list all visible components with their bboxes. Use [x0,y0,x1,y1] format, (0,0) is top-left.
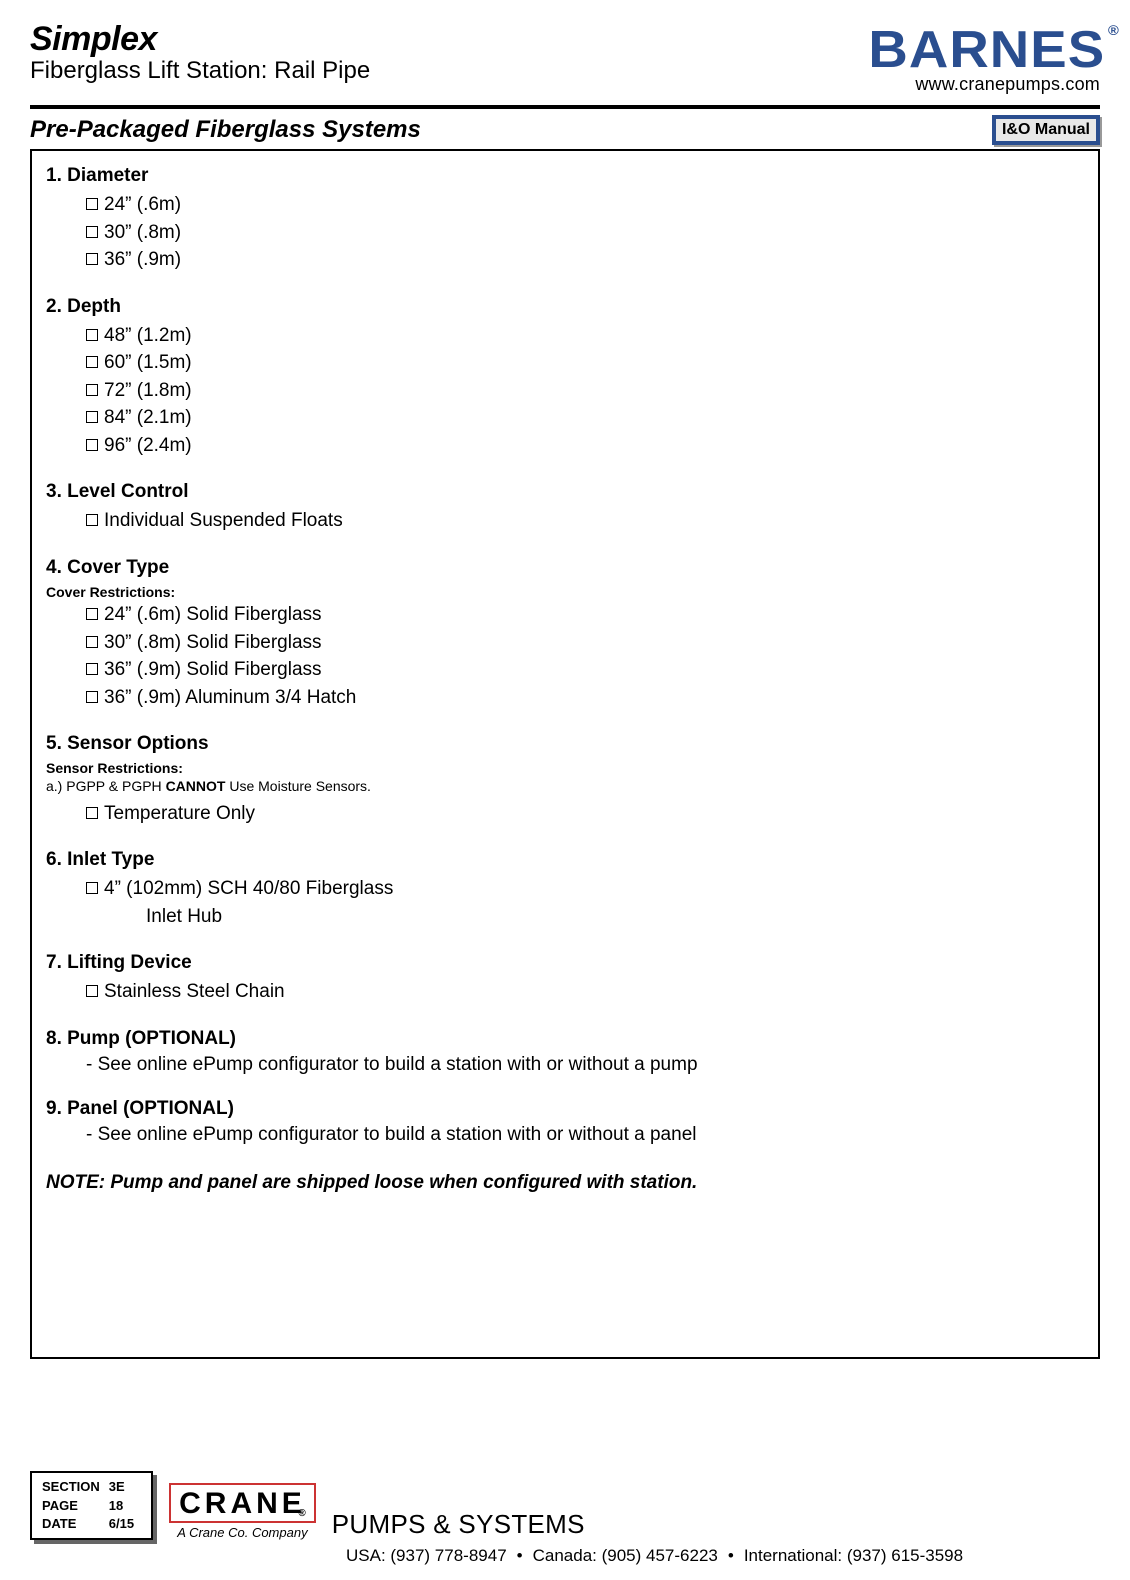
checkbox-icon[interactable] [86,807,98,819]
contact-info: USA: (937) 778-8947•Canada: (905) 457-62… [346,1546,1110,1566]
pumps-systems-label: PUMPS & SYSTEMS [332,1509,585,1540]
spec-heading-level: 3. Level Control [46,481,1082,503]
checkbox-icon[interactable] [86,253,98,265]
spec-option: 24” (.6m) Solid Fiberglass [86,601,1082,629]
checkbox-icon[interactable] [86,691,98,703]
checkbox-icon[interactable] [86,384,98,396]
spec-heading-panel: 9. Panel (OPTIONAL) [46,1098,1082,1120]
checkbox-icon[interactable] [86,198,98,210]
product-title: Simplex [30,20,370,59]
checkbox-icon[interactable] [86,439,98,451]
pump-note: - See online ePump configurator to build… [46,1054,1082,1076]
checkbox-icon[interactable] [86,329,98,341]
checkbox-icon[interactable] [86,608,98,620]
spec-option: Stainless Steel Chain [86,978,1082,1006]
spec-option: 72” (1.8m) [86,377,1082,405]
spec-option: 84” (2.1m) [86,404,1082,432]
checkbox-icon[interactable] [86,882,98,894]
final-note: NOTE: Pump and panel are shipped loose w… [46,1172,1082,1194]
checkbox-icon[interactable] [86,985,98,997]
spec-option: 60” (1.5m) [86,349,1082,377]
spec-option: 30” (.8m) [86,219,1082,247]
page-header: Simplex Fiberglass Lift Station: Rail Pi… [30,20,1100,95]
registered-icon: ® [298,1508,309,1519]
registered-icon: ® [1108,22,1120,38]
sensor-note: a.) PGPP & PGPH CANNOT Use Moisture Sens… [46,777,1082,795]
checkbox-icon[interactable] [86,356,98,368]
checkbox-icon[interactable] [86,411,98,423]
section-page-date-box: SECTION3E PAGE18 DATE6/15 [30,1471,153,1540]
checkbox-icon[interactable] [86,636,98,648]
page-footer: SECTION3E PAGE18 DATE6/15 CRANE® A Crane… [30,1471,1110,1566]
io-manual-button[interactable]: I&O Manual [992,115,1100,145]
spec-heading-sensor: 5. Sensor Options [46,733,1082,755]
spec-heading-pump: 8. Pump (OPTIONAL) [46,1028,1082,1050]
spec-heading-lift: 7. Lifting Device [46,952,1082,974]
spec-option: Individual Suspended Floats [86,507,1082,535]
spec-option: 36” (.9m) Aluminum 3/4 Hatch [86,684,1082,712]
brand-logo: BARNES® [869,20,1106,80]
cover-restrictions-label: Cover Restrictions: [46,583,1082,601]
spec-option: 36” (.9m) Solid Fiberglass [86,656,1082,684]
spec-option: Temperature Only [86,800,1082,828]
spec-option-cont: Inlet Hub [86,903,1082,931]
section-title: Pre-Packaged Fiberglass Systems [30,116,421,144]
spec-option: 36” (.9m) [86,246,1082,274]
spec-heading-diameter: 1. Diameter [46,165,1082,187]
divider [30,105,1100,109]
spec-heading-inlet: 6. Inlet Type [46,849,1082,871]
spec-heading-depth: 2. Depth [46,296,1082,318]
product-subtitle: Fiberglass Lift Station: Rail Pipe [30,57,370,85]
spec-option: 48” (1.2m) [86,322,1082,350]
spec-option: 30” (.8m) Solid Fiberglass [86,629,1082,657]
checkbox-icon[interactable] [86,663,98,675]
sensor-restrictions-label: Sensor Restrictions: [46,759,1082,777]
spec-heading-cover: 4. Cover Type [46,557,1082,579]
spec-option: 24” (.6m) [86,191,1082,219]
checkbox-icon[interactable] [86,226,98,238]
crane-logo: CRANE® [169,1483,316,1523]
spec-box: 1. Diameter 24” (.6m)30” (.8m) 36” (.9m) … [30,149,1100,1359]
checkbox-icon[interactable] [86,514,98,526]
crane-tagline: A Crane Co. Company [169,1525,316,1540]
spec-option: 4” (102mm) SCH 40/80 Fiberglass [86,875,1082,903]
spec-option: 96” (2.4m) [86,432,1082,460]
panel-note: - See online ePump configurator to build… [46,1124,1082,1146]
